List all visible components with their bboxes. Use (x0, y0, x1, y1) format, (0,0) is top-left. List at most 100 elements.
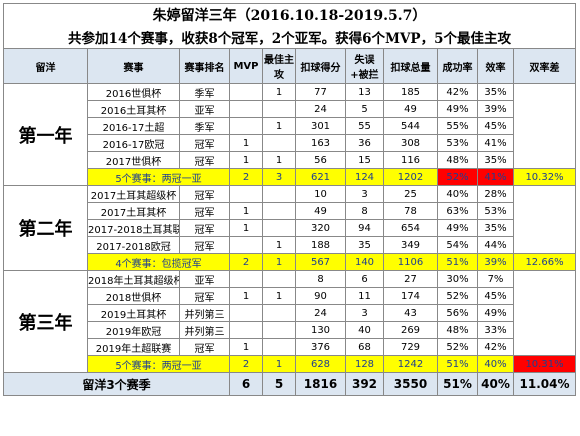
table-row: 第二年 2017土耳其超级杯 冠军 10 3 25 40% 28% (3, 185, 577, 271)
cell: 冠军 (179, 185, 230, 203)
summary-cell: 10.32% (512, 168, 577, 186)
cell: 45% (477, 117, 514, 135)
table-row: 2016-17欧冠 冠军 1 163 36 308 53% 41% (4, 134, 576, 152)
year-label: 第一年 (3, 83, 88, 186)
cell: 33% (477, 321, 514, 339)
cell: 2016-17欧冠 (87, 134, 180, 152)
cell (262, 270, 296, 288)
cell: 39% (477, 100, 514, 118)
cell: 2017-2018土耳其联赛 (87, 219, 180, 237)
table-row: 2018世俱杯 冠军 1 1 90 11 174 52% 45% (4, 287, 576, 305)
cell: 2019年欧冠 (87, 321, 180, 339)
summary-cell: 2 (229, 355, 263, 373)
cell: 1 (262, 151, 296, 169)
cell: 35% (477, 151, 514, 169)
cell: 30% (437, 270, 478, 288)
summary-cell: 567 (295, 253, 346, 271)
cell: 308 (383, 134, 438, 152)
summary-cell: 140 (345, 253, 384, 271)
column-header: MVP (229, 48, 263, 84)
cell: 48% (437, 151, 478, 169)
cell: 并列第三 (179, 321, 230, 339)
table-row: 2019年欧冠 并列第三 130 40 269 48% 33% (4, 321, 576, 339)
summary-cell: 51% (437, 253, 478, 271)
summary-cell: 1242 (383, 355, 438, 373)
summary-cell: 1106 (383, 253, 438, 271)
cell (262, 185, 296, 203)
cell: 2016土耳其杯 (87, 100, 180, 118)
cell: 冠军 (179, 151, 230, 169)
cell: 185 (383, 83, 438, 101)
total-cell: 3550 (383, 372, 438, 396)
cell: 36 (345, 134, 384, 152)
cell: 301 (295, 117, 346, 135)
cell: 44% (477, 236, 514, 254)
cell: 2016世俱杯 (87, 83, 180, 101)
cell: 42% (437, 83, 478, 101)
summary-cell: 2 (229, 253, 263, 271)
column-header: 留洋 (3, 48, 88, 84)
cell: 49% (477, 304, 514, 322)
summary-cell: 39% (477, 253, 514, 271)
cell: 544 (383, 117, 438, 135)
column-header: 成功率 (437, 48, 478, 84)
summary-cell: 1202 (383, 168, 438, 186)
cell (229, 321, 263, 339)
summary-cell: 51% (437, 355, 478, 373)
cell: 季军 (179, 117, 230, 135)
cell: 55% (437, 117, 478, 135)
table-row: 2016土耳其杯 亚军 24 5 49 49% 39% (4, 100, 576, 118)
summary-cell: 1 (262, 253, 296, 271)
summary-cell: 628 (295, 355, 346, 373)
cell (229, 236, 263, 254)
cell (229, 100, 263, 118)
cell: 42% (477, 338, 514, 356)
table-row: 留洋 赛事 赛事排名 MVP 最佳主攻 扣球得分 失误+被拦 扣球总量 成功率 效率 双率差 (3, 48, 577, 84)
cell: 并列第三 (179, 304, 230, 322)
cell: 1 (262, 236, 296, 254)
cell (229, 185, 263, 203)
summary-cell: 621 (295, 168, 346, 186)
title: 朱婷留洋三年（2016.10.18-2019.5.7） (2, 3, 577, 26)
cell: 2019年土超联赛 (87, 338, 180, 356)
cell: 376 (295, 338, 346, 356)
cell: 冠军 (179, 134, 230, 152)
cell (229, 304, 263, 322)
cell: 亚军 (179, 100, 230, 118)
cell: 6 (345, 270, 384, 288)
table-row: 2019年土超联赛 冠军 1 376 68 729 52% 42% (4, 338, 576, 356)
cell: 188 (295, 236, 346, 254)
total-cell: 留洋3个赛季 (3, 372, 230, 396)
table-row: 留洋3个赛季 6 5 1816 392 3550 51% 40% 11.04% (3, 372, 577, 396)
total-cell: 5 (262, 372, 296, 396)
summary-cell: 40% (477, 355, 514, 373)
total-cell: 1816 (295, 372, 346, 396)
summary-cell: 5个赛事：两冠一亚 (87, 168, 230, 186)
cell: 2019土耳其杯 (87, 304, 180, 322)
cell: 13 (345, 83, 384, 101)
cell: 3 (345, 304, 384, 322)
cell: 15 (345, 151, 384, 169)
cell: 49 (383, 100, 438, 118)
cell: 56 (295, 151, 346, 169)
cell: 45% (477, 287, 514, 305)
cell (229, 83, 263, 101)
cell: 2018世俱杯 (87, 287, 180, 305)
column-header: 扣球总量 (383, 48, 438, 84)
cell: 130 (295, 321, 346, 339)
total-cell: 51% (437, 372, 478, 396)
cell: 56% (437, 304, 478, 322)
table-row: 2019土耳其杯 并列第三 24 3 43 56% 49% (4, 304, 576, 322)
table-row: 2017-2018欧冠 冠军 1 188 35 349 54% 44% (4, 236, 576, 254)
cell: 40% (437, 185, 478, 203)
cell: 2016-17土超 (87, 117, 180, 135)
cell: 1 (262, 83, 296, 101)
column-header: 扣球得分 (295, 48, 346, 84)
table-row: 2016-17土超 季军 1 301 55 544 55% 45% (4, 117, 576, 135)
summary-cell: 4个赛事：包揽冠军 (87, 253, 230, 271)
cell: 1 (229, 219, 263, 237)
cell: 40 (345, 321, 384, 339)
cell: 53% (437, 134, 478, 152)
cell: 2017土耳其杯 (87, 202, 180, 220)
